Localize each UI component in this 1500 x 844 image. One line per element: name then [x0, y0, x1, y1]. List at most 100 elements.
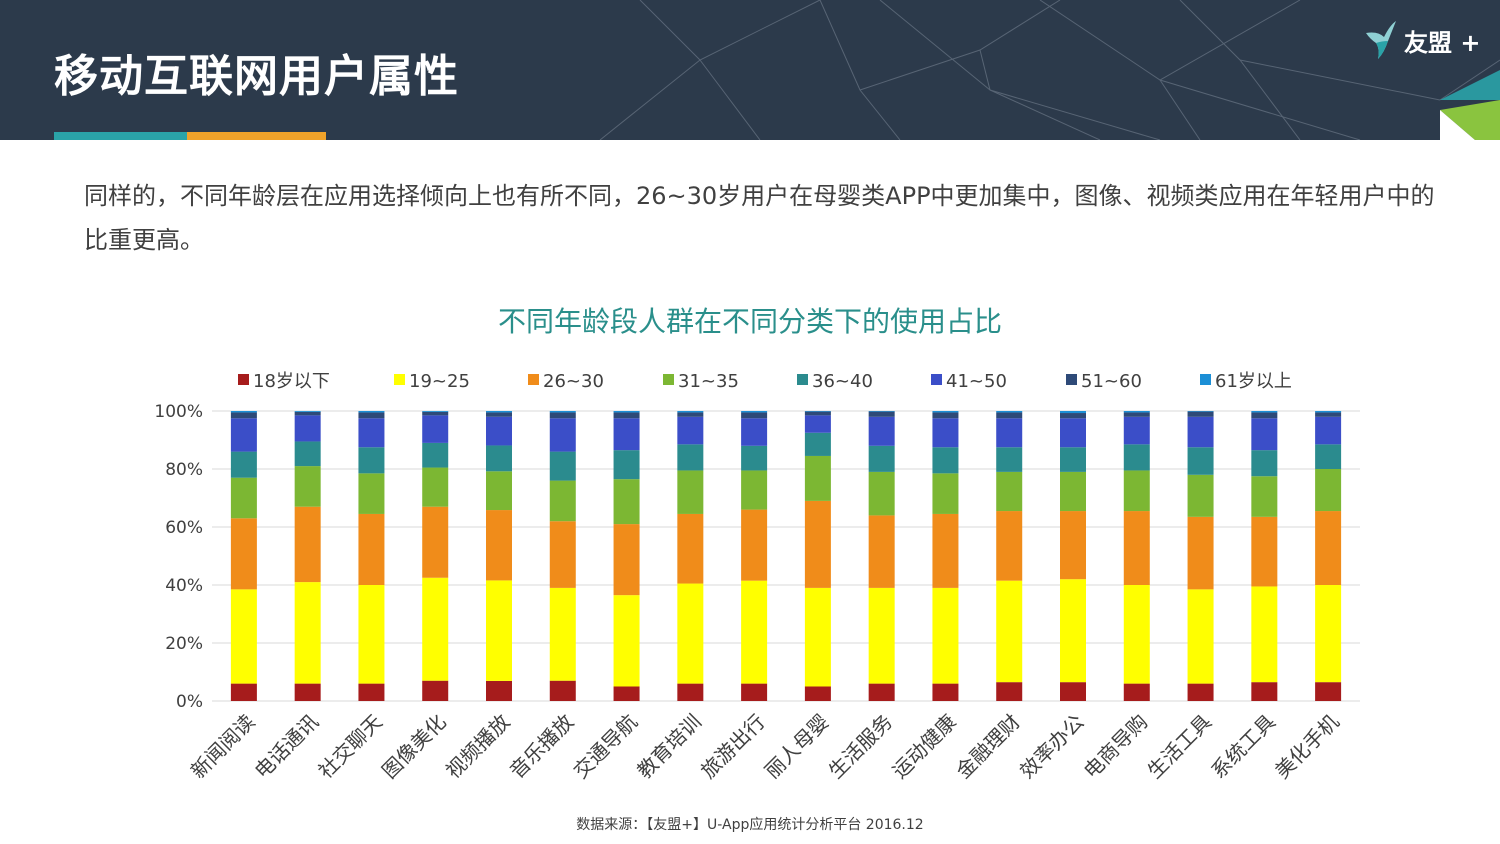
bar-segment	[868, 515, 895, 588]
y-tick-label: 20%	[165, 634, 203, 654]
bar-segment	[996, 471, 1023, 512]
bar-segment	[422, 442, 449, 468]
bar-segment	[358, 513, 385, 585]
bar-segment	[1060, 511, 1086, 580]
bar-segment	[294, 466, 321, 507]
bar-segment	[868, 683, 895, 701]
bar-segment	[1315, 585, 1342, 683]
bar-segment	[294, 441, 321, 467]
bar-segment	[868, 411, 895, 412]
bar-segment	[741, 445, 768, 471]
bar-segment	[1123, 585, 1150, 684]
bar-segment	[422, 411, 449, 412]
bar-segment	[486, 416, 512, 446]
bar-segment	[996, 411, 1023, 413]
bar-segment	[230, 477, 257, 519]
bar-segment	[1187, 683, 1214, 701]
bar-segment	[1187, 411, 1214, 412]
legend-label: 19~25	[409, 371, 470, 392]
bar-segment	[1315, 412, 1342, 417]
legend-swatch	[238, 374, 249, 385]
x-tick-label: 金融理财	[951, 710, 1025, 784]
y-tick-label: 80%	[165, 460, 203, 480]
bar-segment	[486, 471, 512, 511]
bar-segment	[613, 418, 640, 451]
bar-segment	[230, 451, 257, 478]
bar-segment	[1123, 412, 1150, 417]
x-tick-label: 旅游出行	[696, 710, 770, 784]
legend-label: 18岁以下	[253, 371, 330, 392]
bar-segment	[804, 455, 831, 501]
y-tick-label: 0%	[176, 692, 203, 712]
bar-segment	[868, 411, 895, 417]
bar-segment	[1123, 411, 1150, 413]
x-tick-label: 生活服务	[824, 710, 898, 784]
bar-segment	[422, 680, 449, 701]
bar-segment	[486, 680, 512, 701]
bar-segment	[1060, 579, 1086, 683]
accent-bar-teal	[54, 132, 187, 140]
bar-segment	[868, 416, 895, 446]
bar-segment	[1251, 411, 1278, 413]
bar-segment	[741, 580, 768, 684]
bar-segment	[1060, 471, 1086, 512]
bar-segment	[1251, 412, 1278, 419]
bar-segment	[932, 418, 959, 448]
x-tick-label: 运动健康	[887, 710, 961, 784]
legend-swatch	[663, 374, 674, 385]
legend-label: 36~40	[812, 371, 873, 392]
bar-segment	[1060, 418, 1086, 448]
bar-segment	[294, 415, 321, 442]
legend-swatch	[797, 374, 808, 385]
legend-swatch	[394, 374, 405, 385]
bar-segment	[1123, 416, 1150, 445]
hummingbird-icon	[1366, 21, 1396, 59]
bar-segment	[996, 447, 1023, 472]
bar-segment	[677, 411, 704, 413]
bar-segment	[486, 510, 512, 581]
bar-segment	[1187, 474, 1214, 517]
x-tick-label: 系统工具	[1206, 710, 1280, 784]
bar-segment	[1315, 511, 1342, 585]
bar-segment	[358, 412, 385, 419]
decorative-lines	[599, 0, 1500, 140]
bar-segment	[1060, 413, 1086, 419]
bar-segment	[486, 580, 512, 681]
bar-segment	[230, 518, 257, 590]
bar-segment	[677, 412, 704, 417]
bar-segment	[741, 411, 768, 413]
bar-segment	[741, 509, 768, 581]
bar-segment	[1187, 416, 1214, 448]
bar-segment	[1251, 682, 1278, 701]
bar-segment	[1315, 411, 1342, 413]
intro-paragraph: 同样的，不同年龄层在应用选择倾向上也有所不同，26~30岁用户在母婴类APP中更…	[84, 182, 1435, 254]
bar-segment	[358, 473, 385, 514]
bar-segment	[230, 418, 257, 452]
x-tick-label: 视频播放	[441, 710, 515, 784]
bar-segment	[230, 411, 257, 413]
legend-swatch	[931, 374, 942, 385]
x-tick-label: 电商导购	[1079, 710, 1153, 784]
bar-segment	[868, 587, 895, 684]
legend-label: 51~60	[1081, 371, 1142, 392]
bar-segment	[549, 412, 576, 419]
bar-segment	[549, 411, 576, 413]
bar-segment	[932, 683, 959, 701]
x-tick-label: 丽人母婴	[760, 710, 834, 784]
bar-segment	[996, 682, 1023, 701]
bar-segment	[613, 595, 640, 687]
legend-swatch	[1066, 374, 1077, 385]
bar-segment	[932, 412, 959, 419]
logo-text: 友盟 +	[1404, 28, 1481, 57]
chart-bars	[230, 411, 1342, 701]
bar-segment	[422, 411, 449, 416]
x-tick-label: 美化手机	[1270, 710, 1344, 784]
y-tick-label: 60%	[165, 518, 203, 538]
bar-segment	[1060, 447, 1086, 472]
bar-segment	[932, 587, 959, 684]
bar-segment	[613, 479, 640, 525]
bar-segment	[1251, 516, 1278, 587]
bar-segment	[422, 415, 449, 443]
bar-segment	[613, 412, 640, 419]
